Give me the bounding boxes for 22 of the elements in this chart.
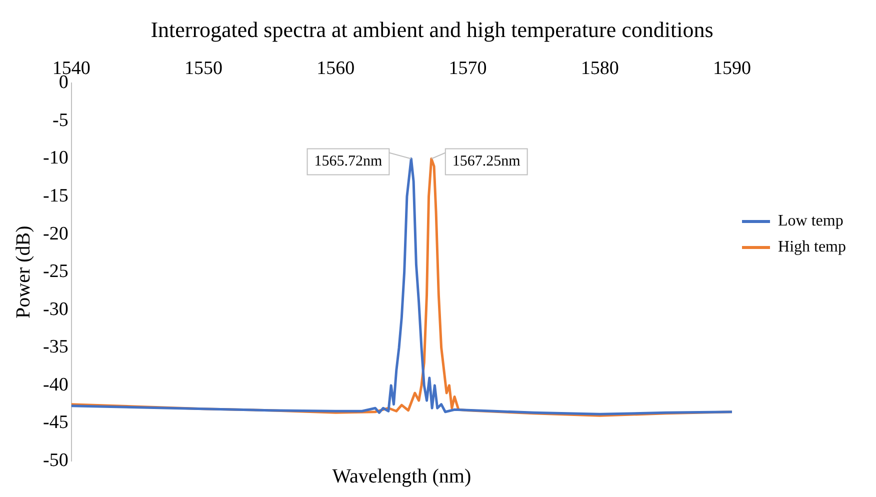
y-axis-title: Power (dB): [12, 226, 34, 318]
x-tick-label: 1570: [448, 58, 487, 79]
y-tick-label: -50: [43, 450, 68, 471]
y-tick-label: -25: [43, 261, 68, 282]
y-tick-label: -10: [43, 148, 68, 169]
legend-label: High temp: [778, 238, 846, 256]
x-axis-title: Wavelength (nm): [332, 465, 472, 488]
x-tick-label: 1560: [316, 58, 355, 79]
y-tick-label: -30: [43, 298, 68, 320]
x-tick-label: 1580: [580, 58, 619, 79]
y-tick-label: -15: [43, 186, 68, 207]
annotation: 1565.72nm: [314, 154, 383, 170]
y-tick-label: -45: [43, 412, 68, 434]
chart-title: Interrogated spectra at ambient and high temperature conditions: [150, 16, 714, 42]
annotation: 1567.25nm: [452, 154, 521, 170]
y-tick-label: -20: [43, 223, 68, 244]
y-tick-label: -40: [43, 374, 68, 396]
y-tick-label: -5: [52, 110, 68, 131]
y-tick-label: -35: [43, 336, 68, 358]
legend-label: Low temp: [778, 212, 844, 230]
x-tick-label: 1550: [184, 58, 222, 79]
x-tick-label: 1590: [713, 58, 752, 79]
